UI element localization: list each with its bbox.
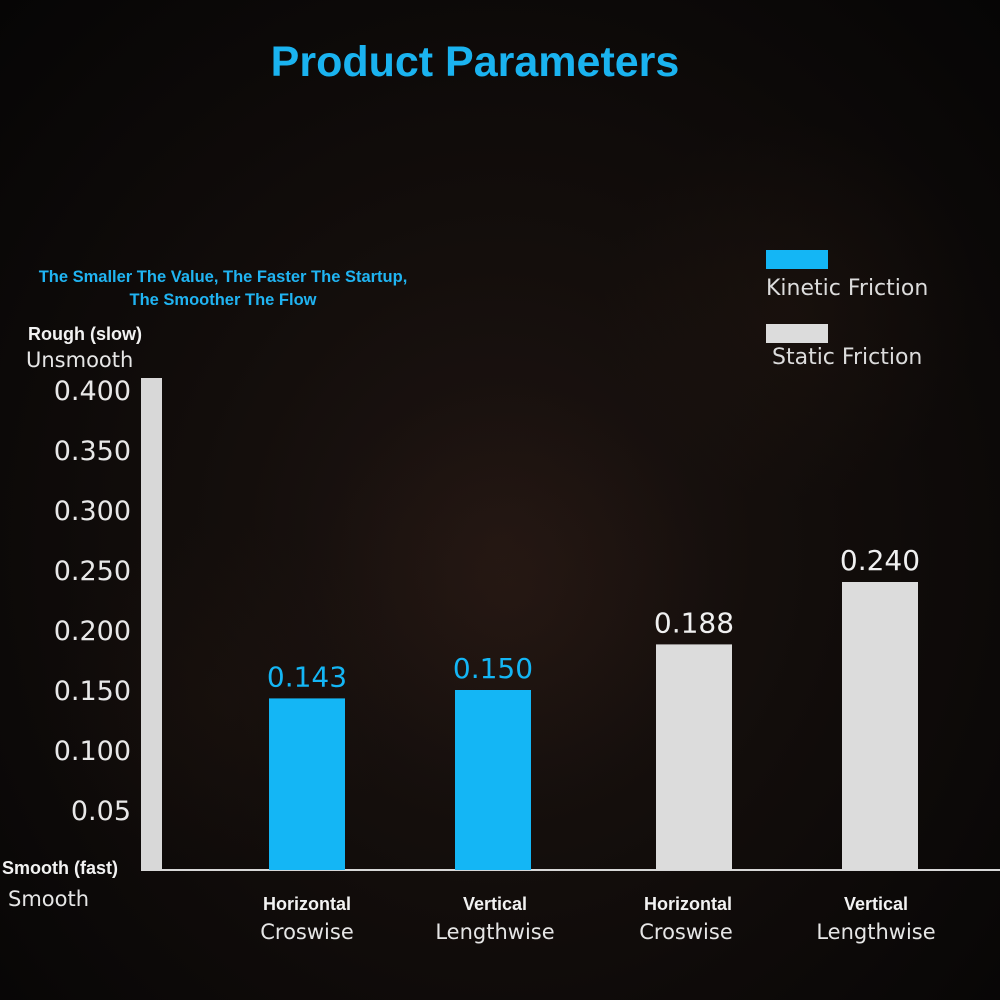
y-tick-label: 0.350 — [54, 436, 131, 467]
y-axis-bottom-label: Smooth (fast) — [2, 858, 118, 878]
category-label-top: Horizontal — [644, 894, 732, 914]
note-line-1: The Smaller The Value, The Faster The St… — [38, 268, 408, 286]
category-label-bottom: Lengthwise — [435, 920, 555, 944]
category-label-top: Horizontal — [263, 894, 351, 914]
category-label-bottom: Croswise — [639, 920, 733, 944]
category-label-top: Vertical — [462, 894, 528, 914]
y-tick-label: 0.400 — [54, 376, 131, 407]
y-tick-label: 0.05 — [71, 796, 131, 827]
y-axis-top-sublabel: Unsmooth — [26, 348, 134, 372]
y-tick-label: 0.150 — [54, 676, 131, 707]
chart-note: The Smaller The Value, The Faster The St… — [0, 266, 446, 312]
legend-swatch-kinetic — [766, 250, 828, 269]
y-axis-top-label: Rough (slow) — [28, 324, 142, 344]
y-tick-label: 0.200 — [54, 616, 131, 647]
bar-value-label: 0.143 — [267, 660, 347, 693]
y-tick-label: 0.250 — [54, 556, 131, 587]
bar — [455, 690, 531, 870]
chart-title: Product Parameters — [270, 38, 680, 86]
bar — [656, 644, 732, 870]
background-swirl — [600, 120, 980, 500]
category-label-top: Vertical — [843, 894, 909, 914]
category-label-bottom: Croswise — [260, 920, 354, 944]
y-tick-label: 0.300 — [54, 496, 131, 527]
legend-label-static: Static Friction — [772, 345, 923, 370]
bar — [269, 698, 345, 870]
y-axis-bar — [141, 378, 162, 870]
legend-label-kinetic: Kinetic Friction — [766, 276, 929, 301]
bar-value-label: 0.150 — [453, 652, 533, 685]
legend-swatch-static — [766, 324, 828, 343]
y-axis-bottom-sublabel: Smooth — [8, 887, 90, 911]
bar-value-label: 0.240 — [840, 544, 920, 577]
bar — [842, 582, 918, 870]
y-tick-label: 0.100 — [54, 736, 131, 767]
bar-value-label: 0.188 — [654, 606, 734, 639]
category-label-bottom: Lengthwise — [816, 920, 936, 944]
note-line-2: The Smoother The Flow — [129, 291, 317, 309]
